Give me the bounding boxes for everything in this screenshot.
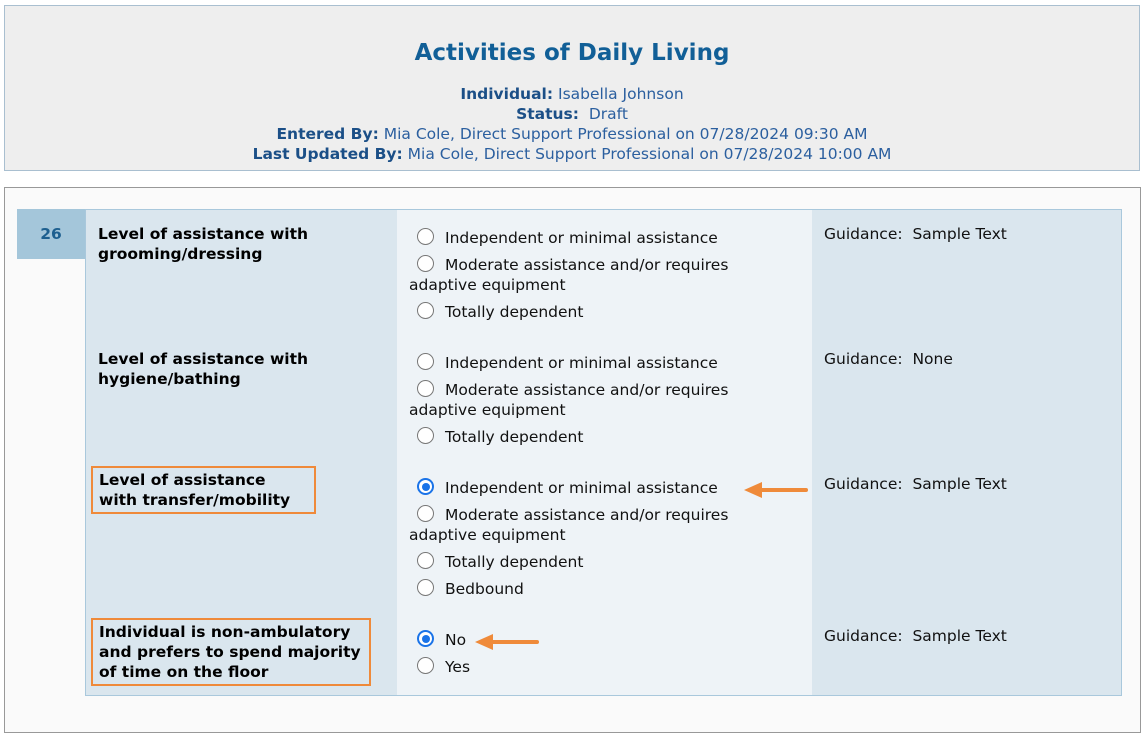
radio-button[interactable] xyxy=(417,353,434,370)
radio-label: Totally dependent xyxy=(445,428,584,446)
radio-label: Yes xyxy=(445,658,471,676)
answer-options: No Yes xyxy=(409,630,769,684)
radio-label: No xyxy=(445,631,467,649)
radio-option[interactable]: Independent or minimal assistance xyxy=(409,353,769,373)
entered-by-label: Entered By: xyxy=(276,125,379,143)
last-updated-label: Last Updated By: xyxy=(252,145,403,163)
radio-button[interactable] xyxy=(417,579,434,596)
radio-button[interactable] xyxy=(417,478,434,495)
guidance-label: Guidance: xyxy=(824,225,903,243)
radio-button[interactable] xyxy=(417,255,434,272)
guidance-value: Sample Text xyxy=(912,225,1007,243)
radio-option[interactable]: Totally dependent xyxy=(409,302,769,322)
radio-option[interactable]: Independent or minimal assistance xyxy=(409,228,769,248)
guidance-label: Guidance: xyxy=(824,627,903,645)
radio-button[interactable] xyxy=(417,657,434,674)
answer-options: Independent or minimal assistance Moderat… xyxy=(409,353,769,454)
guidance: Guidance: Sample Text xyxy=(824,626,1007,646)
last-updated-line: Last Updated By: Mia Cole, Direct Suppor… xyxy=(5,144,1139,164)
radio-option[interactable]: Totally dependent xyxy=(409,427,769,447)
radio-label: Totally dependent xyxy=(445,553,584,571)
individual-label: Individual: xyxy=(460,85,554,103)
radio-button[interactable] xyxy=(417,552,434,569)
questions-table: Level of assistance with grooming/dressi… xyxy=(85,209,1122,696)
radio-button[interactable] xyxy=(417,380,434,397)
options-column xyxy=(397,210,812,695)
radio-button[interactable] xyxy=(417,630,434,647)
question-label: Level of assistance with transfer/mobili… xyxy=(91,466,316,514)
radio-option[interactable]: Moderate assistance and/or requires adap… xyxy=(409,380,769,420)
radio-label: Independent or minimal assistance xyxy=(445,479,718,497)
guidance: Guidance: Sample Text xyxy=(824,474,1007,494)
last-updated-value: Mia Cole, Direct Support Professional on… xyxy=(407,145,892,163)
radio-button[interactable] xyxy=(417,505,434,522)
section-number: 26 xyxy=(17,209,85,259)
radio-option[interactable]: Totally dependent xyxy=(409,552,769,572)
radio-button[interactable] xyxy=(417,228,434,245)
radio-option[interactable]: Yes xyxy=(409,657,769,677)
guidance-label: Guidance: xyxy=(824,475,903,493)
radio-button[interactable] xyxy=(417,427,434,444)
guidance-value: Sample Text xyxy=(912,627,1007,645)
guidance-value: Sample Text xyxy=(912,475,1007,493)
guidance-label: Guidance: xyxy=(824,350,903,368)
arrow-icon xyxy=(475,634,539,650)
radio-option[interactable]: Independent or minimal assistance xyxy=(409,478,769,498)
radio-label: Moderate assistance and/or requires adap… xyxy=(409,381,729,419)
question-label: Level of assistance with grooming/dressi… xyxy=(98,225,309,263)
guidance: Guidance: Sample Text xyxy=(824,224,1007,244)
radio-option[interactable]: Moderate assistance and/or requires adap… xyxy=(409,505,769,545)
status-value: Draft xyxy=(588,105,628,123)
status-label: Status: xyxy=(516,105,579,123)
individual-line: Individual: Isabella Johnson xyxy=(5,84,1139,104)
radio-button[interactable] xyxy=(417,302,434,319)
radio-label: Moderate assistance and/or requires adap… xyxy=(409,256,729,294)
radio-label: Bedbound xyxy=(445,580,524,598)
answer-options: Independent or minimal assistance Moderat… xyxy=(409,478,769,606)
page-title: Activities of Daily Living xyxy=(414,40,730,66)
question-label: Level of assistance with hygiene/bathing xyxy=(98,350,309,388)
answer-options: Independent or minimal assistance Moderat… xyxy=(409,228,769,329)
status-line: Status: Draft xyxy=(5,104,1139,124)
guidance: Guidance: None xyxy=(824,349,953,369)
radio-label: Totally dependent xyxy=(445,303,584,321)
radio-option[interactable]: Moderate assistance and/or requires adap… xyxy=(409,255,769,295)
entered-by-value: Mia Cole, Direct Support Professional on… xyxy=(383,125,868,143)
radio-option[interactable]: Bedbound xyxy=(409,579,769,599)
radio-option[interactable]: No xyxy=(409,630,769,650)
form-header: Activities of Daily Living Individual: I… xyxy=(4,5,1140,171)
arrow-icon xyxy=(744,482,808,498)
entered-by-line: Entered By: Mia Cole, Direct Support Pro… xyxy=(5,124,1139,144)
radio-label: Independent or minimal assistance xyxy=(445,354,718,372)
question-label: Individual is non-ambulatory and prefers… xyxy=(91,618,371,686)
individual-value: Isabella Johnson xyxy=(558,85,684,103)
radio-label: Moderate assistance and/or requires adap… xyxy=(409,506,729,544)
radio-label: Independent or minimal assistance xyxy=(445,229,718,247)
guidance-value: None xyxy=(912,350,953,368)
